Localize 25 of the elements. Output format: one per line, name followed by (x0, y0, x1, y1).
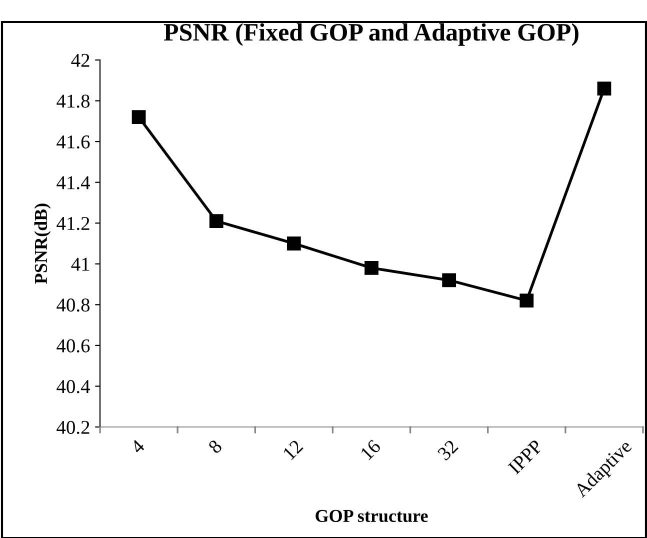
x-tick-label: 8 (208, 439, 223, 454)
x-tick-label: 4 (130, 438, 146, 454)
point (209, 214, 224, 228)
y-tick-label: 40.8 (56, 298, 90, 312)
y-tick-label: 42 (71, 54, 90, 67)
y-tick-label: 41.8 (56, 94, 90, 108)
x-tick-label: 16 (360, 438, 382, 460)
y-axis-title: PSNR(dB) (34, 204, 51, 284)
y-tick-label: 40.4 (56, 380, 90, 394)
x-tick-label: 32 (437, 439, 459, 461)
point (597, 82, 612, 96)
point (442, 273, 456, 288)
chart-title: PSNR (Fixed GOP and Adaptive GOP) (164, 23, 578, 46)
y-tick-label: 40.2 (56, 420, 90, 434)
x-tick-label: 12 (282, 439, 304, 460)
y-tick-label: 41.6 (56, 135, 90, 149)
point (364, 261, 378, 275)
point (132, 110, 146, 124)
x-axis-title: GOP structure (316, 510, 428, 522)
y-tick-label: 41 (71, 258, 90, 271)
y-tick-label: 40.6 (56, 339, 90, 352)
y-tick-label: 41.4 (56, 176, 90, 190)
y-tick-label: 41.2 (56, 216, 90, 230)
point (520, 294, 534, 308)
point (286, 236, 301, 250)
